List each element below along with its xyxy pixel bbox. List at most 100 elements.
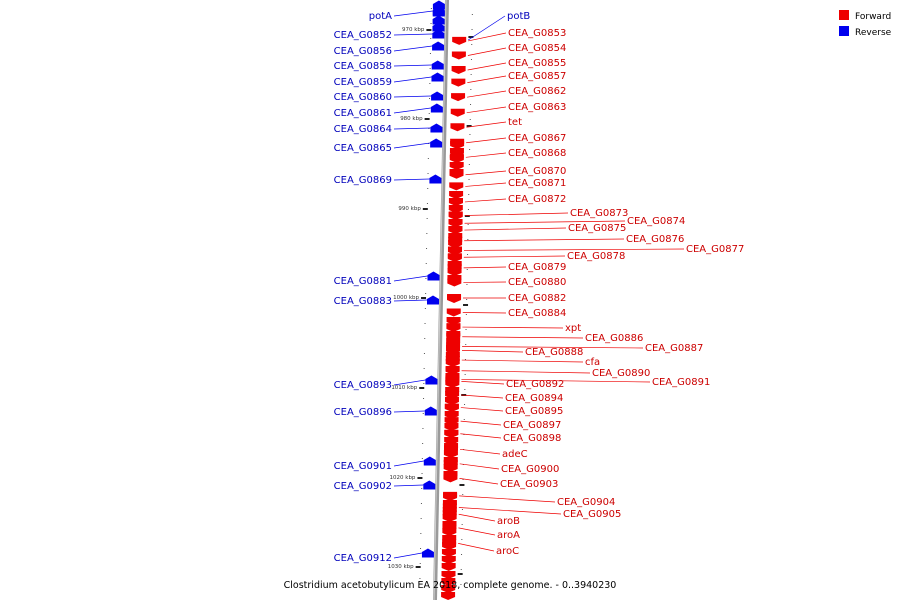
forward-gene-glyph	[448, 226, 463, 234]
reverse-gene-leader	[393, 95, 432, 98]
forward-gene-glyph	[449, 191, 464, 199]
reverse-gene-glyph	[430, 123, 443, 133]
scale-dot	[471, 44, 473, 45]
forward-gene-leader	[467, 75, 507, 83]
scale-dot	[421, 473, 423, 474]
scale-dot	[468, 194, 470, 195]
forward-gene-label: CEA_G0879	[508, 262, 566, 273]
scale-dot	[420, 533, 422, 534]
reverse-gene-glyph	[427, 271, 440, 281]
reverse-gene-leader	[393, 64, 432, 67]
reverse-gene-glyph	[427, 295, 439, 305]
forward-gene-glyph	[441, 549, 456, 557]
forward-gene-glyph	[450, 123, 465, 132]
forward-gene-label: aroA	[497, 530, 520, 541]
forward-gene-glyph	[442, 535, 457, 543]
tick-label: 980 kbp	[400, 116, 423, 122]
forward-gene-leader	[465, 182, 507, 187]
forward-gene-label: CEA_G0853	[508, 28, 566, 39]
forward-gene-glyph	[441, 563, 456, 571]
forward-gene-glyph	[444, 397, 459, 405]
scale-dot	[429, 98, 431, 99]
forward-gene-label: CEA_G0875	[568, 223, 626, 234]
forward-gene-glyph	[442, 507, 457, 515]
scale-dot	[422, 443, 424, 444]
reverse-gene-label: CEA_G0896	[334, 407, 392, 418]
forward-gene-label: potB	[507, 11, 530, 22]
scale-dot	[467, 224, 469, 225]
reverse-gene-label: CEA_G0859	[334, 77, 392, 88]
forward-gene-label: CEA_G0903	[500, 479, 558, 490]
forward-gene-label: CEA_G0863	[508, 102, 566, 113]
reverse-gene-glyph	[423, 480, 436, 490]
scale-dot	[464, 359, 466, 360]
forward-gene-glyph	[443, 493, 458, 501]
forward-gene-leader	[465, 152, 507, 158]
forward-gene-glyph	[447, 261, 462, 269]
scale-dot	[427, 158, 429, 159]
forward-gene-leader	[461, 379, 651, 383]
reverse-gene-leader	[393, 76, 432, 83]
forward-gene-glyph	[449, 182, 464, 191]
reverse-gene-glyph	[421, 548, 434, 558]
tick-mark	[417, 477, 423, 479]
reverse-gene-leader	[393, 484, 424, 487]
scale-dot	[468, 164, 470, 165]
reverse-gene-leader	[393, 178, 430, 181]
scale-dot	[425, 263, 427, 264]
forward-gene-leader	[464, 198, 507, 203]
tick-mark	[459, 484, 465, 486]
reverse-gene-label: CEA_G0864	[334, 124, 392, 135]
reverse-gene-glyph	[432, 22, 445, 32]
forward-gene-label: CEA_G0894	[505, 393, 563, 404]
forward-gene-leader	[461, 394, 504, 399]
reverse-gene-label: CEA_G0856	[334, 46, 392, 57]
scale-dot	[429, 83, 431, 84]
forward-gene-glyph	[448, 219, 463, 227]
reverse-gene-label: CEA_G0861	[334, 108, 392, 119]
forward-gene-glyph	[446, 345, 461, 353]
forward-gene-glyph	[444, 404, 459, 412]
scale-dot	[429, 53, 431, 54]
forward-gene-label: CEA_G0904	[557, 497, 615, 508]
reverse-gene-glyph	[432, 7, 445, 17]
forward-gene-glyph	[442, 521, 457, 529]
forward-gene-glyph	[449, 162, 464, 170]
tick-label: 970 kbp	[402, 27, 425, 33]
forward-gene-glyph	[446, 308, 461, 317]
forward-gene-leader	[468, 15, 506, 41]
reverse-gene-glyph	[430, 138, 443, 148]
reverse-gene-label: CEA_G0869	[334, 175, 392, 186]
forward-gene-glyph	[445, 366, 460, 374]
scale-dot	[467, 239, 469, 240]
forward-gene-leader	[464, 238, 625, 242]
forward-gene-glyph	[448, 205, 463, 213]
forward-gene-leader	[464, 212, 569, 216]
reverse-gene-leader	[393, 552, 423, 559]
forward-gene-label: CEA_G0880	[508, 277, 566, 288]
tick-label: 1020 kbp	[390, 475, 416, 481]
forward-gene-glyph	[445, 373, 460, 381]
tick-mark	[421, 297, 427, 299]
scale-dot	[461, 554, 463, 555]
scale-dot	[460, 569, 462, 570]
scale-dot	[425, 293, 427, 294]
forward-gene-label: CEA_G0900	[501, 464, 559, 475]
scale-dot	[425, 278, 427, 279]
scale-dot	[466, 269, 468, 270]
scale-dot	[426, 233, 428, 234]
scale-dot	[462, 479, 464, 480]
forward-gene-label: CEA_G0887	[645, 343, 703, 354]
forward-gene-glyph	[448, 212, 463, 220]
reverse-gene-glyph	[431, 72, 444, 82]
reverse-gene-leader	[393, 460, 424, 467]
forward-gene-leader	[458, 543, 495, 552]
reverse-gene-leader	[393, 142, 431, 149]
genome-axis-highlight	[433, 0, 447, 600]
scale-dot	[420, 518, 422, 519]
forward-gene-glyph	[442, 500, 457, 508]
forward-gene-leader	[467, 90, 507, 98]
forward-gene-glyph	[448, 198, 463, 206]
reverse-gene-leader	[393, 379, 426, 386]
